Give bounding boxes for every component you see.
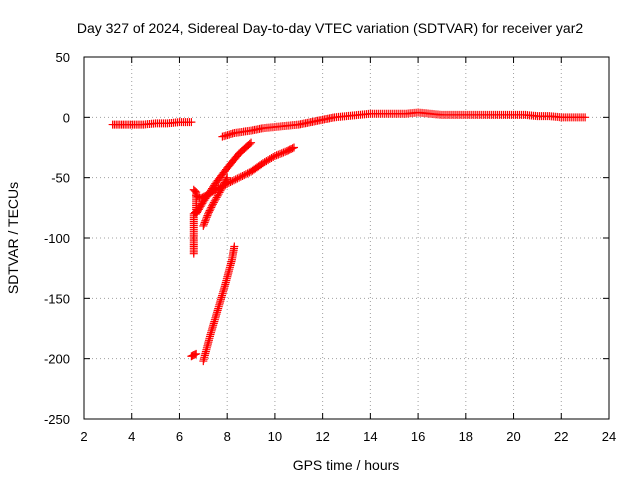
data-point xyxy=(201,216,210,225)
data-point xyxy=(269,152,278,161)
data-point xyxy=(279,148,288,157)
data-point xyxy=(205,332,214,341)
chart-title: Day 327 of 2024, Sidereal Day-to-day VTE… xyxy=(77,20,583,36)
data-segment xyxy=(218,108,590,141)
data-point xyxy=(202,215,211,224)
data-point xyxy=(255,161,264,170)
data-point xyxy=(267,154,276,163)
data-segment xyxy=(108,118,196,129)
data-segment xyxy=(192,143,298,203)
x-tick-label: 8 xyxy=(224,429,231,444)
data-segment xyxy=(192,138,256,218)
data-segment xyxy=(189,185,201,258)
data-point xyxy=(227,257,236,266)
data-point xyxy=(190,350,199,359)
data-point xyxy=(210,196,219,205)
grid xyxy=(84,57,609,419)
data-point xyxy=(189,185,198,194)
data-point xyxy=(213,191,222,200)
data-point xyxy=(277,149,286,158)
y-tick-label: -200 xyxy=(44,352,70,367)
data-point xyxy=(274,150,283,159)
data-point xyxy=(272,151,281,160)
data-point xyxy=(228,129,237,138)
data-point xyxy=(579,113,588,122)
y-tick-label: -150 xyxy=(44,291,70,306)
data-point xyxy=(192,349,201,358)
data-point xyxy=(221,176,230,185)
data-segment xyxy=(199,173,232,230)
data-point xyxy=(214,190,223,199)
y-tick-label: -50 xyxy=(51,171,70,186)
data-point xyxy=(305,118,313,127)
data-segment xyxy=(199,242,239,366)
data-point xyxy=(230,176,238,185)
data-points xyxy=(108,108,590,366)
data-point xyxy=(232,152,241,161)
y-tick-label: -250 xyxy=(44,412,70,427)
data-point xyxy=(200,218,209,227)
x-tick-label: 22 xyxy=(554,429,568,444)
data-point xyxy=(211,195,220,204)
y-tick-label: 0 xyxy=(63,110,70,125)
data-point xyxy=(276,149,285,158)
data-point xyxy=(241,170,250,179)
data-point xyxy=(245,126,254,135)
data-point xyxy=(202,213,211,222)
data-point xyxy=(220,284,229,293)
data-point xyxy=(222,175,231,184)
axis-ticks: 2 4 6 8 10 12 14 16 18 20 22 24500-50-100-150-200-2… xyxy=(44,50,616,444)
data-point xyxy=(213,308,222,317)
y-tick-label: -100 xyxy=(44,231,70,246)
data-point xyxy=(199,221,208,230)
data-point xyxy=(220,167,229,176)
data-point xyxy=(200,220,208,229)
data-point xyxy=(190,186,199,195)
data-point xyxy=(243,169,252,178)
data-point xyxy=(238,171,247,180)
data-point xyxy=(233,174,242,183)
x-tick-label: 10 xyxy=(268,429,282,444)
data-point xyxy=(236,172,245,181)
data-point xyxy=(288,144,297,153)
x-tick-label: 20 xyxy=(506,429,520,444)
x-tick-label: 12 xyxy=(315,429,329,444)
data-point xyxy=(287,144,296,153)
data-point xyxy=(208,201,217,210)
data-point xyxy=(203,211,212,220)
x-tick-label: 24 xyxy=(602,429,616,444)
data-point xyxy=(231,175,240,184)
data-point xyxy=(230,244,238,253)
data-point xyxy=(245,139,254,148)
x-axis-label: GPS time / hours xyxy=(293,457,400,473)
data-point xyxy=(209,198,218,207)
data-point xyxy=(212,193,221,202)
data-point xyxy=(215,188,224,197)
plot-frame xyxy=(83,56,610,420)
data-point xyxy=(201,192,210,201)
data-point xyxy=(216,186,225,195)
data-segment xyxy=(187,349,201,361)
data-point xyxy=(185,118,194,127)
x-tick-label: 2 xyxy=(80,429,87,444)
x-tick-label: 16 xyxy=(411,429,425,444)
data-point xyxy=(240,171,249,180)
x-tick-label: 6 xyxy=(176,429,183,444)
data-point xyxy=(207,203,216,212)
data-point xyxy=(228,177,237,186)
data-point xyxy=(217,185,226,194)
data-point xyxy=(316,116,325,125)
y-tick-label: 50 xyxy=(56,50,70,65)
data-point xyxy=(208,187,217,196)
data-point xyxy=(235,173,244,182)
y-axis-label: SDTVAR / TECUs xyxy=(5,182,21,294)
x-tick-label: 14 xyxy=(363,429,377,444)
x-tick-label: 18 xyxy=(459,429,473,444)
x-tick-label: 4 xyxy=(128,429,135,444)
data-point xyxy=(244,141,253,150)
